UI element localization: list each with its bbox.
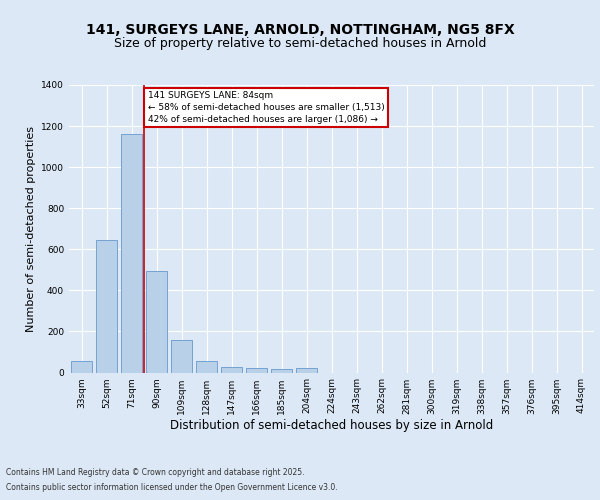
- Bar: [96, 240, 117, 372]
- Bar: [121, 134, 142, 372]
- Bar: [296, 368, 317, 372]
- Bar: [146, 271, 167, 372]
- Bar: [246, 368, 267, 372]
- Bar: [221, 368, 242, 372]
- Text: Size of property relative to semi-detached houses in Arnold: Size of property relative to semi-detach…: [114, 38, 486, 51]
- Text: 141 SURGEYS LANE: 84sqm
← 58% of semi-detached houses are smaller (1,513)
42% of: 141 SURGEYS LANE: 84sqm ← 58% of semi-de…: [148, 91, 385, 124]
- Text: Contains HM Land Registry data © Crown copyright and database right 2025.: Contains HM Land Registry data © Crown c…: [6, 468, 305, 477]
- Text: Contains public sector information licensed under the Open Government Licence v3: Contains public sector information licen…: [6, 483, 338, 492]
- Bar: [71, 361, 92, 372]
- Text: 141, SURGEYS LANE, ARNOLD, NOTTINGHAM, NG5 8FX: 141, SURGEYS LANE, ARNOLD, NOTTINGHAM, N…: [86, 22, 514, 36]
- Bar: [271, 370, 292, 372]
- Bar: [196, 361, 217, 372]
- X-axis label: Distribution of semi-detached houses by size in Arnold: Distribution of semi-detached houses by …: [170, 420, 493, 432]
- Y-axis label: Number of semi-detached properties: Number of semi-detached properties: [26, 126, 35, 332]
- Bar: [171, 340, 192, 372]
